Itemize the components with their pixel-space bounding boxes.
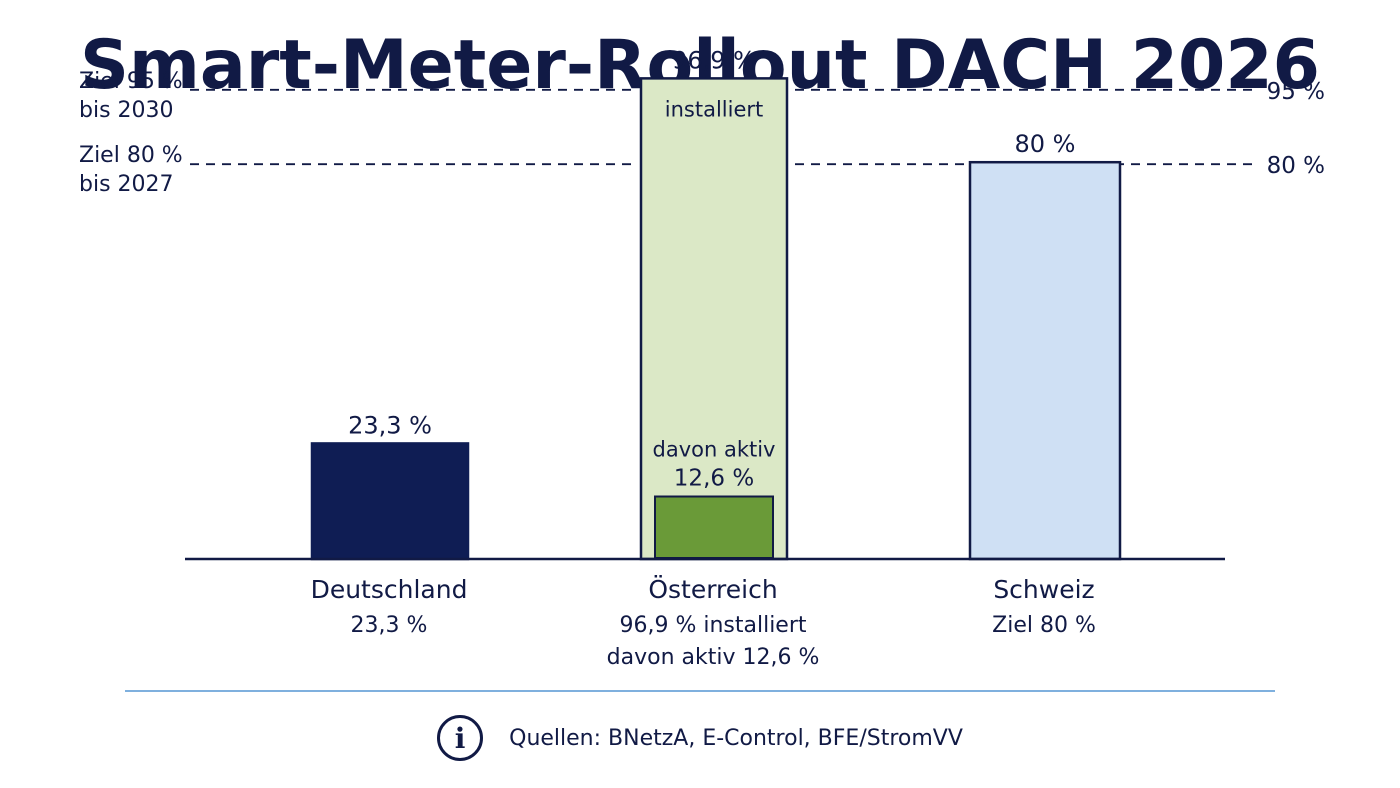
reference-label-95-line2: bis 2030: [79, 98, 174, 123]
footer-divider: [125, 690, 1275, 692]
category-label-deutschland: Deutschland: [311, 575, 468, 604]
info-circle-icon: i: [437, 715, 484, 761]
bar-active-sterreich: [654, 495, 774, 559]
bar-sterreich: [639, 77, 789, 561]
bar-inner-label-sterreich: installiert: [665, 97, 763, 121]
sources-footer: i Quellen: BNetzA, E-Control, BFE/StromV…: [0, 708, 1400, 768]
category-sublabel-sterreich: 96,9 % installiert: [619, 613, 806, 638]
category-sublabel-deutschland: 23,3 %: [351, 613, 428, 638]
reference-value-80: 80 %: [1267, 153, 1325, 179]
bar-schweiz: [968, 160, 1122, 561]
reference-value-95: 95 %: [1267, 79, 1325, 105]
category-active-sublabel-sterreich: davon aktiv 12,6 %: [607, 645, 820, 670]
reference-label-80-line1: Ziel 80 %: [79, 143, 183, 168]
bar-value-label-sterreich: 96,9 %: [672, 46, 756, 74]
active-label-line2-sterreich: 12,6 %: [674, 466, 754, 492]
reference-label-80-line2: bis 2027: [79, 172, 174, 197]
category-sublabel-schweiz: Ziel 80 %: [992, 613, 1096, 638]
bar-value-label-schweiz: 80 %: [1015, 130, 1076, 158]
bar-value-label-deutschland: 23,3 %: [348, 411, 432, 439]
category-label-schweiz: Schweiz: [993, 575, 1094, 604]
sources-text: Quellen: BNetzA, E-Control, BFE/StromVV: [509, 725, 963, 751]
active-label-line1-sterreich: davon aktiv: [653, 438, 776, 462]
bar-chart: Ziel 95 % bis 2030 95 % Ziel 80 % bis 2027 80…: [79, 46, 1325, 670]
category-label-sterreich: Österreich: [648, 575, 777, 604]
bar-deutschland: [310, 442, 470, 561]
reference-label-95-line1: Ziel 95 %: [79, 69, 183, 94]
